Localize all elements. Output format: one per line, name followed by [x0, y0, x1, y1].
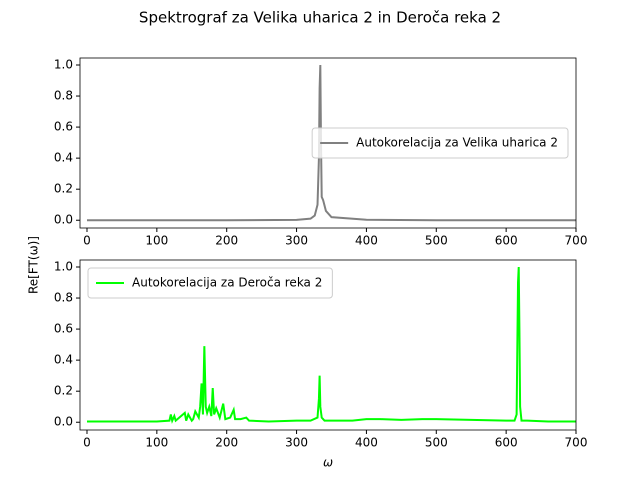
figure-title: Spektrograf za Velika uharica 2 in Deroč…	[139, 9, 501, 27]
y-tick-label: 0.2	[54, 384, 73, 398]
y-tick-label: 0.4	[54, 151, 73, 165]
legend-box	[87, 267, 333, 299]
x-tick-label: 100	[145, 436, 168, 450]
x-tick-label: 0	[83, 436, 91, 450]
y-tick-label: 0.0	[54, 213, 73, 227]
data-line	[86, 266, 576, 424]
axes-frame	[79, 57, 577, 229]
y-tick-label: 1.0	[54, 57, 73, 71]
y-tick-label: 1.0	[54, 259, 73, 273]
y-tick-label: 0.6	[54, 120, 73, 134]
x-tick-label: 0	[83, 234, 91, 248]
x-tick-label: 600	[495, 436, 518, 450]
x-tick-label: 500	[425, 234, 448, 248]
legend-box	[311, 127, 569, 159]
x-axis-label: ω	[323, 456, 333, 470]
x-tick-label: 200	[215, 234, 238, 248]
y-axis-label: Re[FT(ω)]	[27, 236, 41, 294]
x-tick-label: 300	[285, 234, 308, 248]
plot-area	[86, 64, 576, 222]
y-tick-label: 0.6	[54, 322, 73, 336]
y-tick-label: 0.4	[54, 353, 73, 367]
x-tick-label: 300	[285, 436, 308, 450]
x-tick-label: 400	[355, 436, 378, 450]
y-tick-label: 0.8	[54, 291, 73, 305]
x-tick-label: 200	[215, 436, 238, 450]
x-tick-label: 500	[425, 436, 448, 450]
plot-area	[86, 266, 576, 424]
y-tick-label: 0.2	[54, 182, 73, 196]
y-tick-label: 0.0	[54, 415, 73, 429]
x-tick-label: 100	[145, 234, 168, 248]
x-tick-label: 400	[355, 234, 378, 248]
axes-frame	[79, 259, 577, 431]
x-tick-label: 700	[565, 234, 588, 248]
x-tick-label: 600	[495, 234, 518, 248]
x-tick-label: 700	[565, 436, 588, 450]
legend-label: Autokorelacija za Deroča reka 2	[132, 276, 322, 290]
legend: Autokorelacija za Deroča reka 2	[87, 267, 333, 299]
legend: Autokorelacija za Velika uharica 2	[311, 127, 569, 159]
data-line	[86, 64, 576, 222]
legend-label: Autokorelacija za Velika uharica 2	[356, 136, 558, 150]
y-tick-label: 0.8	[54, 89, 73, 103]
